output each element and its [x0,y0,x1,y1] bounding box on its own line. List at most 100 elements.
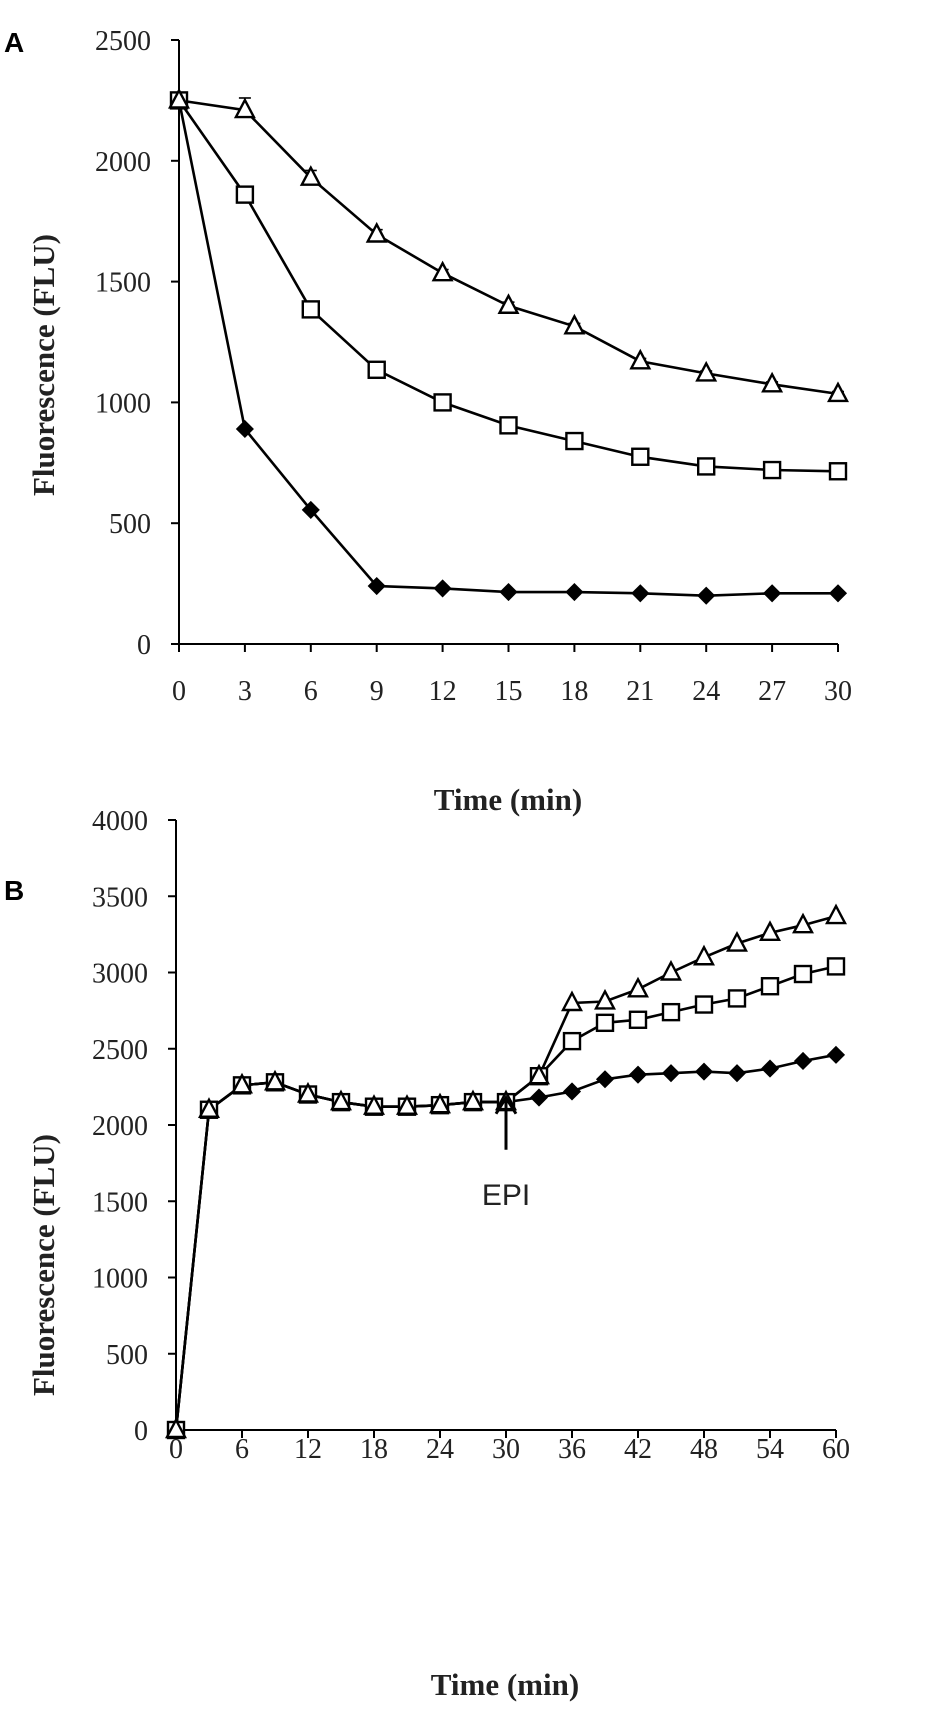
panel-b-x-tick-label: 12 [294,1434,322,1465]
panel-a-y-tick-label: 2500 [95,26,151,57]
panel-a-y-tick-label: 1000 [95,388,151,419]
panel-b-x-tick-label: 48 [690,1434,718,1465]
panel-a-x-tick-label: 12 [429,676,457,707]
panel-b-point-open-triangles [429,1092,451,1114]
panel-a-line-filled-diamonds [177,100,838,598]
panel-b-point-open-squares [628,1010,648,1029]
panel-b-x-axis-title: Time (min) [431,1667,579,1702]
panel-b-point-open-triangles [627,976,649,998]
panel-b-point-open-triangles [231,1072,253,1094]
panel-b-point-open-triangles [528,1063,550,1085]
panel-a-point-open-triangles [827,381,849,403]
panel-a-x-tick-label: 0 [172,676,186,707]
panel-a-y-tick-label: 0 [137,630,151,661]
panel-a-x-tick-label: 24 [692,676,720,707]
panel-b-point-open-triangles [660,959,682,981]
panel-b-point-open-triangles [264,1069,286,1091]
panel-b-y-tick-label: 0 [134,1416,148,1447]
panel-a-point-open-squares [499,416,518,435]
panel-a-point-open-squares [697,457,716,476]
panel-b-annotation-arrowhead [494,1094,518,1115]
panel-a-x-tick-label: 6 [304,676,318,707]
panel-a-point-open-triangles [497,293,520,314]
panel-a-point-filled-diamonds [763,584,782,603]
panel-b-point-open-squares [595,1013,615,1033]
panel-a-point-open-triangles [299,165,322,186]
panel-b-y-tick-label: 3500 [92,882,148,913]
panel-b-point-open-triangles [759,920,781,942]
panel-a-point-filled-diamonds [499,582,518,602]
panel-b-annotation-label: EPI [482,1179,530,1212]
panel-a-point-filled-diamonds [367,576,386,596]
panel-b-y-tick-label: 3000 [92,959,148,990]
panel-a-point-open-triangles [431,260,454,282]
panel-b-point-open-triangles [594,988,616,1010]
panel-a-point-open-triangles [563,313,586,335]
panel-b-point-filled-diamonds [595,1070,615,1089]
panel-b-point-open-triangles [462,1089,484,1111]
panel-a-point-open-squares [565,431,584,451]
panel-b-point-open-squares [727,989,747,1008]
panel-b-point-filled-diamonds [694,1062,714,1081]
panel-a-y-tick-label: 500 [109,509,151,540]
panel-a-x-tick-label: 27 [758,676,786,707]
panel-b-x-tick-label: 42 [624,1434,652,1465]
panel-a-line-open-triangles [178,99,839,396]
panel-a-point-filled-diamonds [433,579,452,598]
panel-b-point-open-triangles [726,930,748,952]
panel-a-point-open-squares [828,462,848,481]
panel-a-x-tick-label: 18 [560,676,588,707]
panel-a: A 0 500 1000 1500 2000 2500 0 3 6 9 12 15 18 21 24 27 30… [4,26,852,817]
panel-b-point-open-triangles [330,1089,352,1111]
panel-a-x-axis-title: Time (min) [434,782,582,817]
panel-b-point-filled-diamonds [562,1082,582,1101]
panel-b-x-tick-label: 30 [492,1434,520,1465]
panel-b-point-open-triangles [693,944,715,966]
panel-b-x-tick-label: 24 [426,1434,454,1465]
panel-a-point-open-squares [235,185,255,204]
panel-b-label: B [4,875,24,906]
panel-a-point-open-triangles [761,371,784,393]
panel-b-point-filled-diamonds [826,1045,846,1064]
panel-b-point-open-squares [562,1031,582,1051]
panel-a-point-open-squares [631,447,650,466]
panel-b-point-open-triangles [792,912,814,934]
panel-a-x-tick-label: 9 [370,676,384,707]
panel-b-point-open-squares [760,977,780,996]
panel-b-point-filled-diamonds [628,1065,648,1084]
panel-b-x-tick-label: 18 [360,1434,388,1465]
panel-a-x-tick-label: 21 [626,676,654,707]
panel-a-point-open-squares [762,460,782,480]
panel-a-point-open-squares [367,360,386,379]
panel-b-y-tick-label: 500 [106,1340,148,1371]
panel-b-point-filled-diamonds [760,1059,780,1078]
panel-b-x-tick-label: 0 [169,1434,183,1465]
panel-b-y-tick-label: 1000 [92,1264,148,1295]
panel-b-y-axis-title: Fluorescence (FLU) [26,1134,61,1396]
panel-a-x-tick-label: 30 [824,676,852,707]
panel-a-point-filled-diamonds [828,584,848,603]
panel-a-y-tick-label: 1500 [95,268,151,299]
panel-b-point-open-triangles [396,1094,418,1115]
panel-b-point-filled-diamonds [529,1088,549,1107]
panel-b-point-open-triangles [363,1094,385,1115]
panel-a-label: A [4,27,24,58]
panel-b-x-tick-label: 54 [756,1434,784,1465]
panel-a-x-tick-label: 15 [495,676,523,707]
panel-b-point-open-squares [793,964,813,984]
panel-a-x-tick-label: 3 [238,676,252,707]
panel-a-plot: 0 500 1000 1500 2000 2500 0 3 6 9 12 15 18 21 24 27 30 [95,26,852,707]
panel-b-y-tick-label: 2000 [92,1111,148,1142]
panel-a-point-open-triangles [629,348,652,370]
panel-b-y-tick-label: 1500 [92,1187,148,1218]
panel-b-y-tick-label: 2500 [92,1035,148,1066]
panel-b-x-tick-label: 36 [558,1434,586,1465]
panel-a-point-filled-diamonds [301,500,320,519]
panel-a-point-filled-diamonds [235,419,254,439]
panel-b-point-open-triangles [198,1097,220,1118]
panel-a-point-filled-diamonds [697,586,716,605]
panel-b-point-open-squares [826,957,846,976]
panel-b-plot: 0 500 1000 1500 2000 2500 3000 3500 4000 0 6 12 18 24… [92,806,850,1465]
panel-a-y-axis-title: Fluorescence (FLU) [26,234,61,496]
